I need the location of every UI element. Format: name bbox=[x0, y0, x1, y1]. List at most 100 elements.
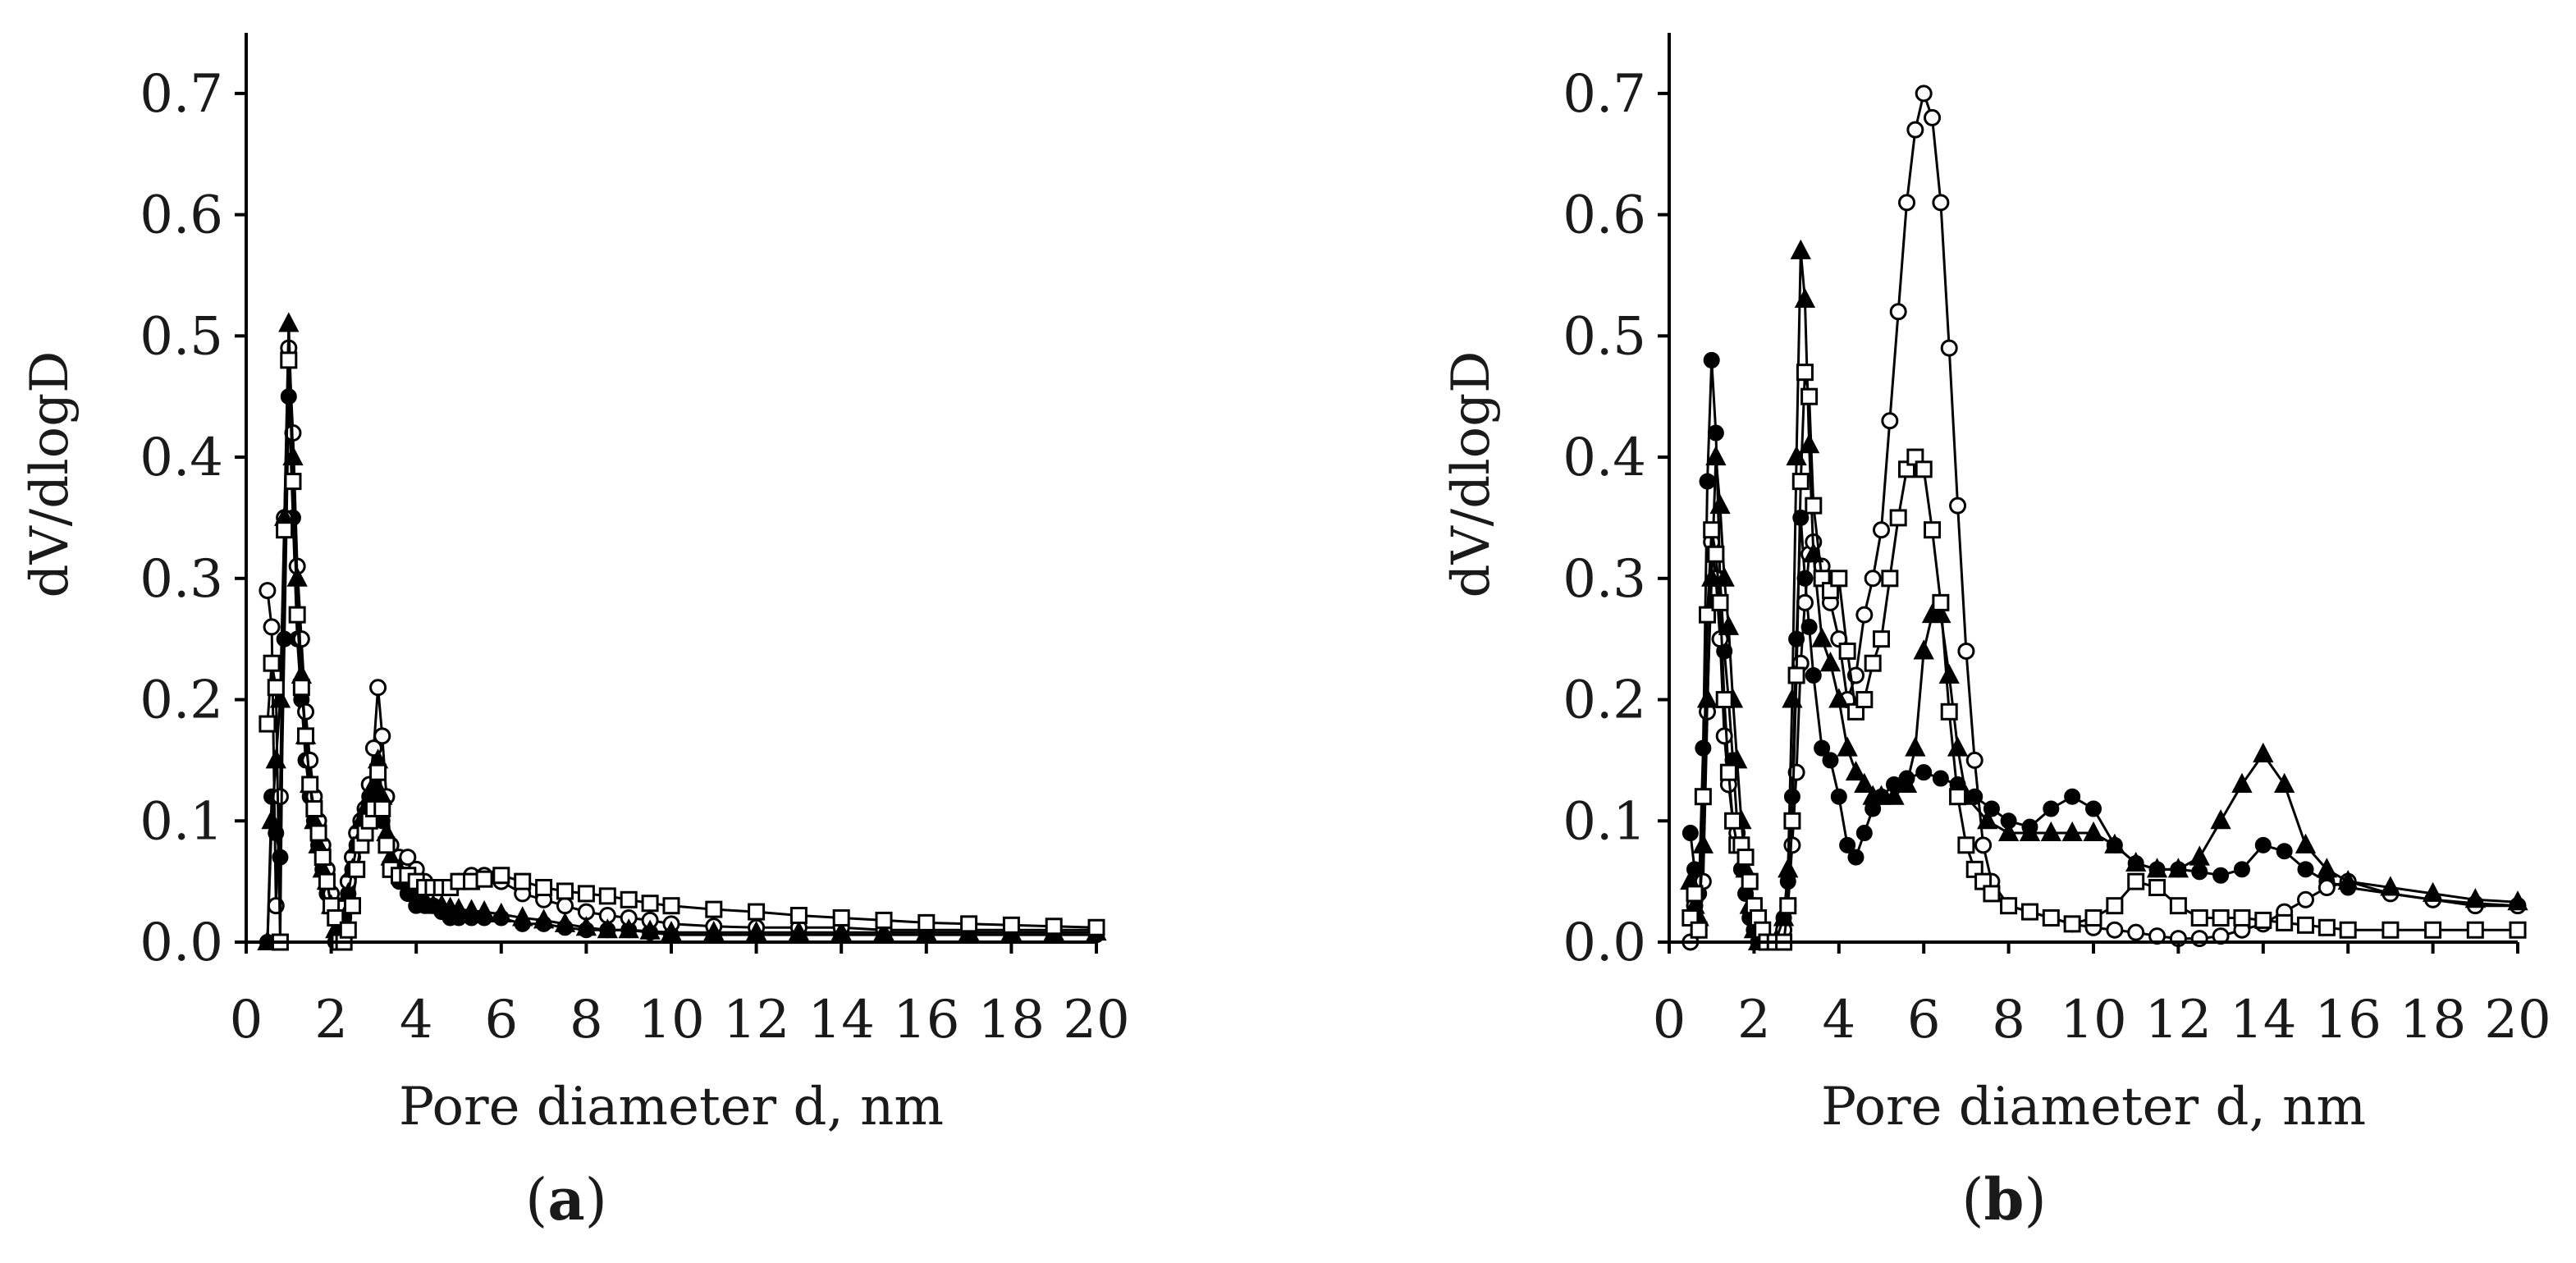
data-point bbox=[318, 872, 336, 890]
data-point bbox=[373, 799, 391, 817]
data-point bbox=[1805, 666, 1822, 684]
data-point bbox=[2382, 921, 2400, 939]
data-point bbox=[1002, 916, 1020, 934]
data-point bbox=[1045, 918, 1063, 936]
data-point bbox=[475, 870, 493, 888]
data-point bbox=[703, 921, 725, 941]
data-point bbox=[1855, 825, 1873, 842]
x-tick-label: 0 bbox=[1653, 990, 1686, 1050]
data-point bbox=[2317, 879, 2336, 897]
data-point bbox=[1783, 812, 1801, 830]
data-point bbox=[259, 582, 277, 600]
data-point bbox=[1881, 570, 1899, 588]
data-point bbox=[1796, 364, 1814, 382]
data-point bbox=[1703, 521, 1721, 539]
data-point bbox=[2019, 821, 2041, 842]
data-point bbox=[2317, 918, 2336, 936]
data-point bbox=[1711, 593, 1729, 611]
y-tick-label: 0.2 bbox=[1563, 670, 1646, 731]
data-point bbox=[1938, 663, 1960, 684]
data-point bbox=[1681, 825, 1699, 842]
data-point bbox=[2127, 923, 2145, 941]
data-point bbox=[263, 654, 281, 672]
data-point bbox=[2276, 843, 2293, 860]
x-tick-label: 0 bbox=[230, 990, 263, 1050]
data-point bbox=[2106, 921, 2124, 939]
data-point bbox=[533, 908, 555, 929]
data-point bbox=[1854, 772, 1875, 793]
data-point bbox=[2146, 858, 2168, 878]
data-point bbox=[1839, 836, 1856, 853]
x-tick-label: 6 bbox=[1907, 990, 1941, 1050]
data-point bbox=[1718, 615, 1740, 635]
data-point bbox=[1686, 885, 1704, 903]
panel-label-open: ( bbox=[525, 1166, 547, 1233]
data-point bbox=[301, 751, 319, 769]
data-point bbox=[1811, 627, 1832, 648]
data-point bbox=[1719, 763, 1737, 781]
data-point bbox=[280, 351, 298, 369]
x-tick-label: 16 bbox=[2314, 990, 2381, 1050]
data-point bbox=[1977, 809, 1998, 830]
y-tick-label: 0.0 bbox=[1563, 913, 1646, 973]
data-point bbox=[2509, 921, 2527, 939]
y-tick-label: 0.1 bbox=[1563, 791, 1646, 852]
data-point bbox=[1707, 545, 1725, 563]
data-point bbox=[1822, 752, 1839, 769]
data-point bbox=[1791, 473, 1810, 491]
data-point bbox=[1940, 339, 1958, 357]
data-point bbox=[1828, 688, 1850, 708]
data-point bbox=[301, 776, 319, 794]
data-point bbox=[2466, 921, 2484, 939]
data-point bbox=[448, 897, 469, 918]
data-point bbox=[1855, 691, 1874, 709]
data-point bbox=[460, 899, 483, 919]
data-point bbox=[1703, 351, 1720, 368]
panel-label-letter: a bbox=[547, 1165, 584, 1233]
data-point bbox=[1692, 833, 1714, 853]
data-point bbox=[1873, 630, 1890, 648]
data-point bbox=[1932, 194, 1950, 212]
data-point bbox=[873, 921, 895, 941]
data-point bbox=[348, 860, 366, 878]
data-point bbox=[2276, 913, 2294, 931]
data-point bbox=[705, 900, 723, 918]
data-point bbox=[1957, 642, 1975, 660]
data-point bbox=[2464, 888, 2486, 908]
data-point bbox=[1701, 566, 1723, 587]
data-point bbox=[554, 912, 576, 932]
data-point bbox=[1983, 885, 2001, 903]
data-point bbox=[1965, 751, 1983, 769]
data-point bbox=[2254, 836, 2272, 853]
data-point bbox=[259, 715, 277, 733]
data-point bbox=[2063, 915, 2081, 933]
y-tick-label: 0.7 bbox=[1563, 64, 1646, 125]
data-point bbox=[789, 906, 808, 924]
data-point bbox=[1709, 494, 1731, 515]
data-point bbox=[2043, 800, 2060, 817]
data-point bbox=[535, 879, 553, 897]
data-point bbox=[492, 867, 510, 885]
data-point bbox=[1957, 836, 1975, 854]
data-point bbox=[369, 679, 387, 697]
data-point bbox=[2064, 788, 2081, 805]
data-point bbox=[1705, 445, 1727, 466]
data-point bbox=[263, 618, 281, 636]
x-tick-label: 2 bbox=[314, 990, 348, 1050]
data-point bbox=[1787, 666, 1805, 684]
x-tick-label: 10 bbox=[2060, 990, 2126, 1050]
x-tick-label: 2 bbox=[1737, 990, 1771, 1050]
data-point bbox=[2106, 897, 2124, 915]
data-point bbox=[1898, 194, 1916, 212]
data-point bbox=[2189, 845, 2210, 866]
data-point bbox=[1814, 739, 1831, 757]
data-point bbox=[284, 473, 302, 491]
panel-label-letter: b bbox=[1984, 1165, 2025, 1233]
data-point bbox=[1819, 652, 1842, 672]
data-point bbox=[1798, 433, 1820, 454]
data-point bbox=[292, 679, 310, 697]
data-point bbox=[1913, 639, 1934, 660]
series-filled-triangle bbox=[257, 312, 1107, 950]
data-point bbox=[661, 921, 682, 941]
data-point bbox=[327, 908, 345, 927]
